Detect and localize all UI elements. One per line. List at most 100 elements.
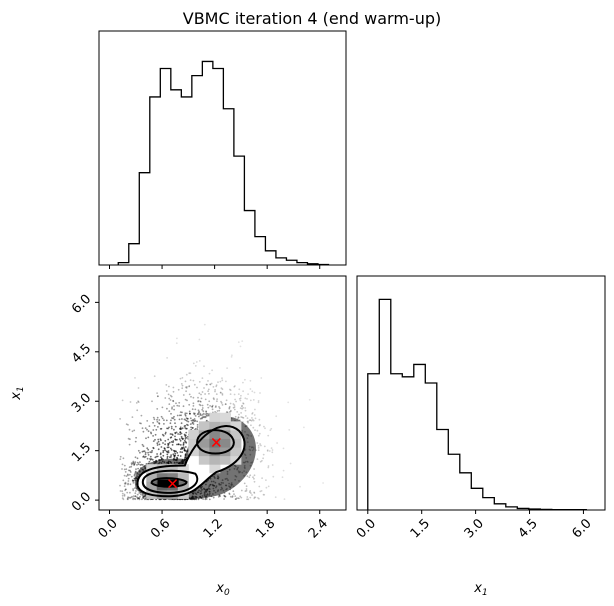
sample-point (127, 424, 129, 426)
sample-point (209, 383, 212, 386)
sample-point (170, 441, 173, 443)
sample-point (174, 422, 176, 425)
sample-point (275, 415, 278, 418)
hist2d-cell (198, 421, 210, 431)
sample-point (173, 415, 175, 418)
sample-point (185, 387, 188, 389)
sample-point (240, 394, 242, 397)
sample-point (180, 432, 183, 435)
sample-point (244, 397, 247, 400)
sample-point (134, 471, 137, 474)
sample-point (198, 360, 201, 362)
contour-mid-mode1 (141, 469, 199, 494)
sample-point (238, 497, 240, 500)
sample-point (216, 398, 219, 400)
sample-point (193, 413, 196, 416)
sample-point (267, 485, 270, 488)
sample-point (168, 403, 171, 405)
sample-point (163, 419, 165, 421)
sample-point (197, 498, 200, 501)
sample-point (282, 447, 285, 450)
sample-point (119, 490, 122, 492)
sample-point (153, 418, 156, 421)
sample-point (182, 405, 185, 408)
sample-point (139, 422, 141, 424)
sample-point (221, 377, 223, 380)
sample-point (228, 411, 231, 413)
hist2d-cell (167, 472, 179, 482)
sample-point (252, 399, 255, 401)
sample-point (186, 386, 188, 388)
sample-point (252, 419, 255, 422)
sample-point (128, 496, 131, 499)
sample-point (189, 372, 192, 375)
sample-point (261, 459, 263, 462)
sample-point (163, 447, 166, 450)
sample-point (168, 410, 171, 412)
sample-point (223, 494, 226, 497)
sample-point (194, 408, 197, 411)
sample-point (171, 433, 173, 436)
sample-point (168, 426, 170, 429)
sample-point (152, 447, 155, 450)
sample-point (262, 453, 265, 456)
sample-point (214, 389, 217, 391)
sample-point (242, 390, 245, 393)
sample-point (229, 410, 232, 413)
sample-point (188, 412, 191, 415)
hist2d-cell (198, 429, 210, 439)
sample-point (176, 404, 179, 407)
sample-point (192, 402, 195, 405)
sample-point (265, 486, 268, 489)
sample-point (265, 479, 267, 481)
sample-point (155, 428, 158, 431)
sample-point (201, 408, 204, 411)
sample-point (172, 400, 175, 403)
hist2d-cell (146, 481, 158, 491)
sample-point (151, 449, 154, 452)
sample-point (188, 385, 191, 388)
sample-point (203, 387, 205, 389)
sample-point (147, 436, 150, 439)
sample-point (149, 451, 152, 454)
sample-point (262, 457, 264, 460)
sample-point (253, 477, 255, 480)
sample-point (240, 489, 243, 492)
sample-point (178, 438, 181, 440)
sample-point (174, 425, 177, 428)
sample-point (169, 436, 172, 439)
sample-point (218, 407, 221, 410)
sample-point (267, 466, 270, 469)
sample-point (249, 419, 252, 422)
sample-point (166, 455, 169, 458)
sample-point (184, 398, 187, 401)
sample-point (249, 399, 252, 402)
sample-point (267, 465, 270, 467)
sample-point (251, 417, 253, 419)
sample-point (188, 385, 191, 387)
sample-point (132, 489, 135, 492)
sample-point (160, 446, 163, 448)
sample-point (208, 392, 210, 395)
sample-point (179, 439, 182, 442)
hist2d-cell (230, 429, 242, 439)
sample-point (184, 438, 187, 440)
sample-point (171, 407, 173, 410)
sample-point (175, 342, 178, 345)
sample-point (170, 425, 173, 428)
sample-point (214, 411, 217, 413)
sample-point (266, 450, 269, 452)
sample-point (198, 410, 201, 413)
sample-point (226, 411, 229, 413)
sample-point (152, 416, 155, 419)
sample-point (146, 420, 149, 422)
sample-point (127, 497, 129, 500)
sample-point (179, 411, 182, 413)
hist2d-cell (167, 464, 179, 474)
sample-point (170, 419, 172, 422)
sample-point (202, 410, 205, 413)
sample-point (170, 412, 172, 415)
sample-point (130, 462, 133, 464)
sample-point (179, 451, 182, 453)
sample-point (241, 407, 244, 410)
